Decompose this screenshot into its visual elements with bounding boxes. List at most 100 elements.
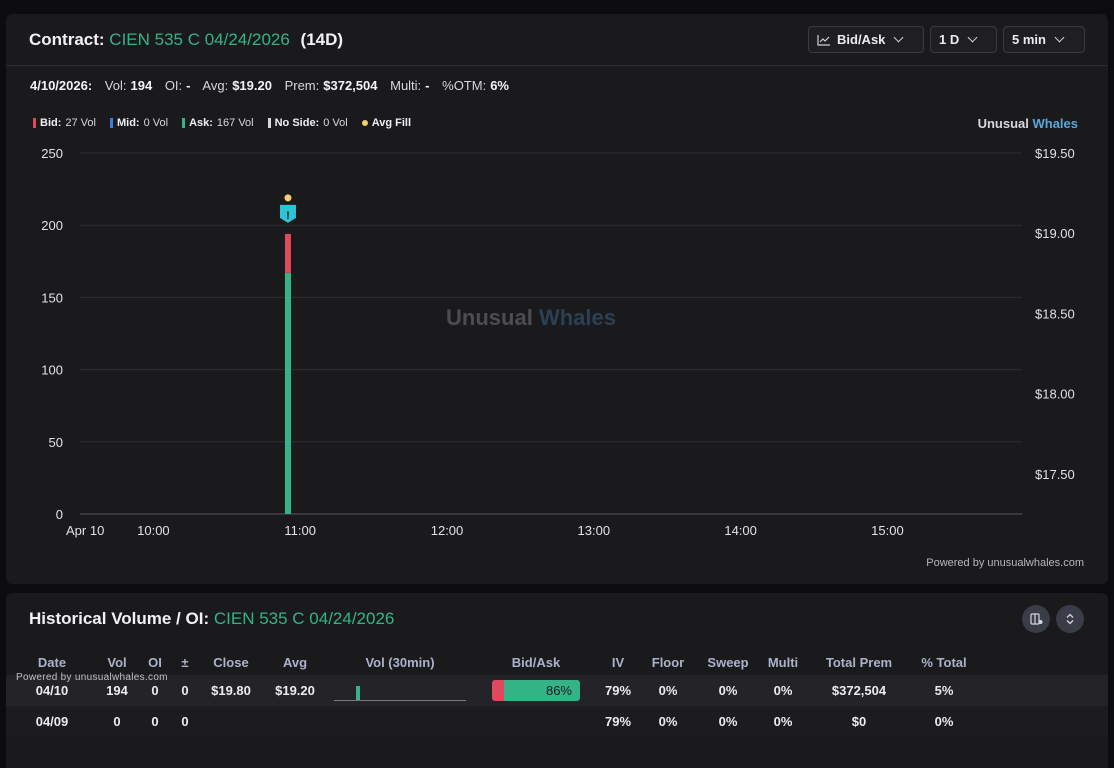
bidask-ask-segment: 86%: [504, 680, 580, 701]
x-tick-label: 12:00: [431, 523, 464, 538]
col-iv[interactable]: IV: [611, 654, 625, 670]
contract-symbol[interactable]: CIEN 535 C 04/24/2026: [109, 30, 290, 49]
bar-ask: [284, 272, 291, 514]
columns-settings-button[interactable]: [1022, 605, 1050, 633]
range-dropdown[interactable]: 1 D: [930, 26, 997, 53]
col-avg[interactable]: Avg: [282, 654, 308, 670]
stats-multi: -: [425, 78, 430, 93]
cell-change: 0: [181, 714, 189, 729]
alert-flag-icon: [279, 204, 296, 223]
legend-noside[interactable]: No Side: 0 Vol: [267, 117, 348, 129]
col-floor[interactable]: Floor: [651, 654, 685, 670]
stats-multi-label: Multi:: [390, 78, 422, 93]
table-row[interactable]: 04/10 194 0 0 $19.80 $19.20 86%: [6, 675, 1108, 706]
col-vol30[interactable]: Vol (30min): [365, 654, 435, 670]
cell-date: 04/09: [35, 714, 69, 729]
ask-swatch: [182, 118, 186, 128]
cell-vol: 194: [106, 683, 128, 698]
col-close[interactable]: Close: [213, 654, 249, 670]
table-header-row: Date Vol OI ± Close Avg Vol (30min) Bid/…: [6, 649, 1108, 675]
legend-ask-value: 167 Vol: [216, 117, 254, 129]
cell-sweep: 0%: [718, 683, 738, 698]
legend-mid[interactable]: Mid: 0 Vol: [109, 117, 168, 129]
cell-close: $19.80: [211, 683, 251, 698]
brand-part2: Whales: [1032, 116, 1078, 131]
cell-pct-total: 5%: [934, 683, 954, 698]
col-total-prem[interactable]: Total Prem: [825, 654, 893, 670]
cell-avg: $19.20: [275, 683, 315, 698]
legend-avg-fill[interactable]: Avg Fill: [361, 117, 412, 129]
contract-chart-panel: Contract: CIEN 535 C 04/24/2026 (14D) Bi…: [6, 14, 1108, 584]
mid-swatch: [109, 118, 113, 128]
cell-multi: 0%: [773, 683, 793, 698]
stats-avg-label: Avg:: [202, 78, 229, 93]
col-oi[interactable]: OI: [148, 654, 162, 670]
sparkline-baseline: [334, 699, 466, 701]
bid-swatch: [33, 118, 36, 128]
y-right-tick-label: $18.50: [1035, 306, 1075, 321]
chart-watermark: Unusual Whales: [446, 305, 616, 330]
stats-avg: $19.20: [232, 78, 272, 93]
col-bidask[interactable]: Bid/Ask: [511, 654, 561, 670]
cell-oi: 0: [151, 714, 159, 729]
table-row[interactable]: 04/09 0 0 0 79% 0% 0% 0% $0 0%: [6, 706, 1108, 737]
sparkline-bar: [356, 685, 360, 700]
col-date[interactable]: Date: [37, 654, 67, 670]
legend-mid-label: Mid:: [116, 117, 140, 129]
stats-vol-label: Vol:: [104, 78, 127, 93]
col-change[interactable]: ±: [181, 654, 189, 670]
y-right-tick-label: $17.50: [1035, 467, 1075, 482]
vol30-sparkline: [334, 681, 466, 701]
interval-dropdown[interactable]: 5 min: [1003, 26, 1085, 53]
chart-mode-value: Bid/Ask: [837, 32, 886, 47]
y-left-tick-label: 50: [49, 435, 63, 450]
cell-vol30: [324, 706, 476, 737]
line-chart-icon: [817, 34, 830, 46]
y-right-tick-label: $19.00: [1035, 226, 1075, 241]
legend-bid-label: Bid:: [40, 117, 62, 129]
stats-otm: 6%: [490, 78, 509, 93]
cell-iv: 79%: [604, 683, 632, 698]
cell-change: 0: [181, 683, 189, 698]
cell-iv: 79%: [604, 714, 632, 729]
y-left-tick-label: 100: [41, 363, 63, 378]
cell-vol30: [324, 675, 476, 706]
x-tick-label: 13:00: [578, 523, 611, 538]
col-pct-total[interactable]: % Total: [921, 654, 967, 670]
brand-part1: Unusual: [977, 116, 1029, 131]
chart-mode-dropdown[interactable]: Bid/Ask: [808, 26, 924, 53]
noside-swatch: [267, 118, 271, 128]
historical-symbol[interactable]: CIEN 535 C 04/24/2026: [213, 609, 395, 628]
cell-floor: 0%: [658, 714, 678, 729]
interval-value: 5 min: [1012, 32, 1046, 47]
bidask-bar: 86%: [492, 680, 580, 701]
col-sweep[interactable]: Sweep: [707, 654, 749, 670]
legend-bid[interactable]: Bid: 27 Vol: [33, 117, 96, 129]
y-left-tick-label: 200: [41, 218, 63, 233]
cell-avg: [266, 706, 324, 737]
stats-oi-label: OI:: [164, 78, 183, 93]
cell-close: [196, 706, 266, 737]
avg-fill-point: [284, 194, 292, 202]
col-multi[interactable]: Multi: [767, 654, 799, 670]
alert-flag-symbol: !: [286, 210, 290, 222]
y-left-tick-label: 0: [56, 507, 63, 522]
cell-bidask: 86%: [476, 675, 596, 706]
stats-vol: 194: [130, 78, 153, 93]
legend-avgfill-label: Avg Fill: [371, 117, 412, 129]
cell-oi: 0: [151, 683, 159, 698]
stats-oi: -: [186, 78, 191, 93]
chart-legend: Bid: 27 Vol Mid: 0 Vol Ask: 167 Vol No S…: [33, 117, 411, 129]
legend-ask[interactable]: Ask: 167 Vol: [182, 117, 254, 129]
x-tick-label: 10:00: [137, 523, 170, 538]
cell-floor: 0%: [658, 683, 678, 698]
chart-header: Contract: CIEN 535 C 04/24/2026 (14D) Bi…: [6, 14, 1108, 66]
powered-by[interactable]: Powered by unusualwhales.com: [926, 557, 1084, 569]
powered-by-small[interactable]: Powered by unusualwhales.com: [16, 672, 168, 683]
expand-collapse-button[interactable]: [1056, 605, 1084, 633]
avg-fill-dot-icon: [361, 120, 368, 126]
col-vol[interactable]: Vol: [107, 654, 127, 670]
cell-total-prem: $372,504: [831, 683, 887, 698]
volume-chart[interactable]: Unusual Whales 0 50 100 150 200 250 $17.50 $18.0…: [6, 14, 1108, 584]
y-right-tick-label: $19.50: [1035, 146, 1075, 161]
